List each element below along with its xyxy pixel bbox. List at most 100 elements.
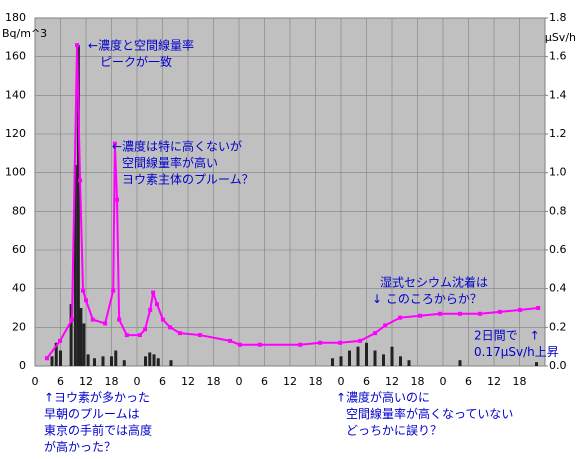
y2-tick-label: 0.6 [549,243,567,256]
bar [59,350,62,366]
line [46,45,539,359]
y2-tick-label: 0.2 [549,320,567,333]
y-tick-label: 0 [19,359,26,372]
bar [407,360,411,366]
x-tick-label: 18 [207,375,221,388]
bar [348,350,351,366]
bar [110,356,113,366]
x-tick-label: 0 [440,375,447,388]
annotation: ←濃度と空間線量率 [88,38,194,53]
x-tick-label: 6 [57,375,64,388]
marker [75,43,80,48]
y2-tick-label: 0.4 [549,282,567,295]
y2-tick-label: 0.0 [549,359,567,372]
bar [535,362,538,366]
annotation: 湿式セシウム沈着は [380,275,488,290]
annotation: 2日間で ↑ [474,329,540,343]
marker [237,342,242,347]
x-tick-label: 12 [181,375,195,388]
bar [69,304,73,366]
bar [458,360,462,366]
y-tick-label: 80 [12,204,26,217]
marker [44,356,49,361]
bar [86,354,90,366]
bar [373,350,377,366]
marker [154,302,159,307]
y2-tick-label: 1.8 [549,11,567,24]
marker [137,333,142,338]
marker [148,307,153,312]
y-tick-label: 160 [5,50,26,63]
marker [458,311,462,316]
y2-tick-label: 0.8 [549,204,567,217]
marker [497,309,502,314]
marker [168,325,173,330]
y-axis-title: Bq/m^3 [2,27,47,40]
marker [517,307,522,312]
x-tick-label: 18 [309,375,323,388]
marker [197,333,202,338]
marker [298,342,303,347]
y-tick-label: 40 [12,282,26,295]
y-tick-label: 60 [12,243,26,256]
y-tick-label: 140 [5,88,26,101]
bar [122,360,126,366]
marker [477,311,482,316]
bar [365,342,368,366]
annotation: ←濃度は特に高くないが [112,139,242,154]
annotation: 早朝のプルームは [44,407,140,421]
y-tick-label: 100 [5,166,26,179]
x-tick-label: 0 [338,375,345,388]
bar [101,356,105,366]
x-tick-label: 18 [513,375,527,388]
bar [93,358,96,366]
annotation: どっちかに誤り？ [346,423,442,438]
bar [169,360,173,366]
x-tick-label: 6 [261,375,268,388]
marker [151,290,156,295]
marker [58,338,63,343]
marker [536,306,541,310]
marker [115,197,120,202]
bar [73,164,77,366]
x-tick-label: 18 [411,375,425,388]
annotation: ヨウ素主体のプルーム？ [122,173,254,187]
x-tick-label: 12 [487,375,501,388]
x-tick-label: 6 [465,375,472,388]
marker [228,338,233,343]
x-tick-label: 12 [79,375,93,388]
annotation: ↑濃度が高いのに [336,390,430,405]
x-tick-label: 0 [32,375,39,388]
marker [358,338,363,343]
y2-tick-label: 1.2 [549,127,567,140]
y2-axis-title: μSv/h [545,31,576,44]
y2-tick-label: 1.4 [549,88,567,101]
x-tick-label: 0 [236,375,243,388]
bar [156,358,160,366]
marker [318,340,323,345]
y2-tick-label: 1.0 [549,166,567,179]
bar [50,356,54,366]
bar [339,356,343,366]
marker [177,331,182,336]
bar [79,308,83,366]
annotation: 0.17μSv/h上昇 [474,345,559,359]
annotation: 空間線量率が高い [122,155,218,170]
bar [390,346,394,366]
bar [144,356,147,366]
y2-tick-label: 1.6 [549,50,567,63]
bar [152,354,156,366]
marker [81,288,86,293]
bar [54,342,58,366]
annotation: 東京の手前では高度 [44,423,152,438]
marker [112,141,117,146]
marker [438,311,443,316]
bar [76,45,80,367]
marker [84,298,88,303]
bar [399,356,402,366]
marker [160,317,165,322]
marker [111,288,116,293]
x-tick-label: 0 [134,375,141,388]
marker [373,331,377,336]
